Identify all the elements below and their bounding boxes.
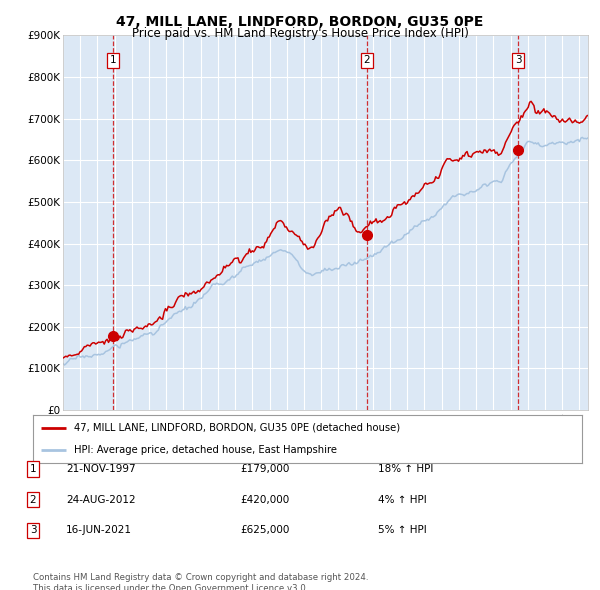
Text: 1: 1 [29, 464, 37, 474]
Text: £625,000: £625,000 [240, 526, 289, 535]
Text: 1: 1 [110, 55, 116, 65]
Text: HPI: Average price, detached house, East Hampshire: HPI: Average price, detached house, East… [74, 445, 337, 455]
Text: Contains HM Land Registry data © Crown copyright and database right 2024.
This d: Contains HM Land Registry data © Crown c… [33, 573, 368, 590]
Text: 18% ↑ HPI: 18% ↑ HPI [378, 464, 433, 474]
Text: 4% ↑ HPI: 4% ↑ HPI [378, 495, 427, 504]
Text: 2: 2 [364, 55, 370, 65]
Text: 47, MILL LANE, LINDFORD, BORDON, GU35 0PE: 47, MILL LANE, LINDFORD, BORDON, GU35 0P… [116, 15, 484, 30]
Text: £179,000: £179,000 [240, 464, 289, 474]
Text: 3: 3 [29, 526, 37, 535]
Text: 3: 3 [515, 55, 521, 65]
Text: Price paid vs. HM Land Registry's House Price Index (HPI): Price paid vs. HM Land Registry's House … [131, 27, 469, 40]
Text: 16-JUN-2021: 16-JUN-2021 [66, 526, 132, 535]
Text: 2: 2 [29, 495, 37, 504]
Text: 5% ↑ HPI: 5% ↑ HPI [378, 526, 427, 535]
Text: £420,000: £420,000 [240, 495, 289, 504]
Text: 21-NOV-1997: 21-NOV-1997 [66, 464, 136, 474]
Text: 47, MILL LANE, LINDFORD, BORDON, GU35 0PE (detached house): 47, MILL LANE, LINDFORD, BORDON, GU35 0P… [74, 423, 400, 433]
Text: 24-AUG-2012: 24-AUG-2012 [66, 495, 136, 504]
